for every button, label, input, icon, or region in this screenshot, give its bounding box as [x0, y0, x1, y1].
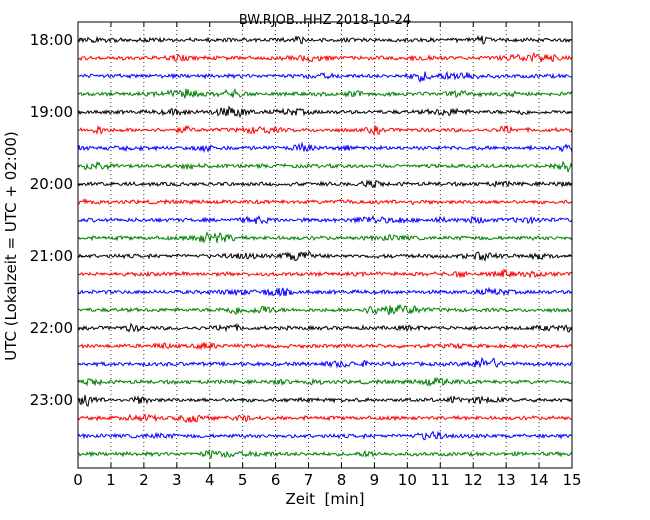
- grid-lines: [110, 22, 540, 468]
- trace-2000: [77, 179, 573, 189]
- y-tick-label: 22:00: [30, 319, 73, 337]
- x-tick-label: 10: [398, 471, 417, 489]
- trace-2245: [77, 377, 573, 387]
- trace-1915: [77, 124, 573, 136]
- y-axis: 18:00 19:00 20:00 21:00 22:00 23:00: [30, 31, 572, 409]
- trace-2015: [77, 198, 573, 206]
- x-tick-label: 3: [172, 471, 182, 489]
- trace-2315: [77, 413, 573, 424]
- trace-2145: [77, 303, 573, 316]
- x-axis: 0 1 2 3 4 5 6 7 8 9 10 11 12 13 14 15: [73, 22, 582, 489]
- trace-1830: [77, 70, 573, 84]
- trace-2115: [77, 268, 573, 279]
- plot-frame: [77, 21, 573, 469]
- trace-group: [77, 34, 573, 460]
- trace-2200: [77, 322, 573, 333]
- trace-2130: [77, 286, 573, 297]
- x-tick-label: 15: [562, 471, 581, 489]
- x-tick-label: 12: [464, 471, 483, 489]
- x-axis-label: Zeit [min]: [285, 490, 364, 508]
- x-tick-label: 8: [337, 471, 347, 489]
- trace-2030: [77, 214, 573, 225]
- x-tick-label: 0: [73, 471, 83, 489]
- chart-title: BW.RJOB..HHZ 2018-10-24: [239, 13, 411, 28]
- x-tick-label: 2: [139, 471, 149, 489]
- x-tick-label: 9: [370, 471, 380, 489]
- trace-2045: [77, 231, 573, 244]
- x-tick-label: 5: [238, 471, 248, 489]
- x-tick-label: 4: [205, 471, 215, 489]
- x-tick-label: 1: [106, 471, 116, 489]
- y-tick-label: 18:00: [30, 31, 73, 49]
- y-tick-label: 23:00: [30, 391, 73, 409]
- y-tick-label: 19:00: [30, 103, 73, 121]
- y-tick-label: 21:00: [30, 247, 73, 265]
- trace-1845: [77, 87, 573, 99]
- x-tick-label: 13: [497, 471, 516, 489]
- trace-1930: [77, 141, 573, 154]
- trace-1815: [77, 51, 573, 63]
- trace-2330: [77, 430, 573, 441]
- x-tick-label: 14: [530, 471, 549, 489]
- trace-1900: [77, 105, 573, 119]
- trace-2300: [77, 394, 573, 407]
- y-tick-label: 20:00: [30, 175, 73, 193]
- trace-2230: [77, 356, 573, 369]
- x-tick-label: 11: [431, 471, 450, 489]
- y-axis-label: UTC (Lokalzeit = UTC + 02:00): [2, 131, 20, 361]
- trace-1800: [77, 34, 573, 45]
- trace-2215: [77, 342, 573, 351]
- trace-1945: [77, 160, 573, 173]
- trace-2100: [77, 250, 573, 262]
- trace-2345: [77, 449, 573, 460]
- x-tick-label: 7: [304, 471, 314, 489]
- x-tick-label: 6: [271, 471, 281, 489]
